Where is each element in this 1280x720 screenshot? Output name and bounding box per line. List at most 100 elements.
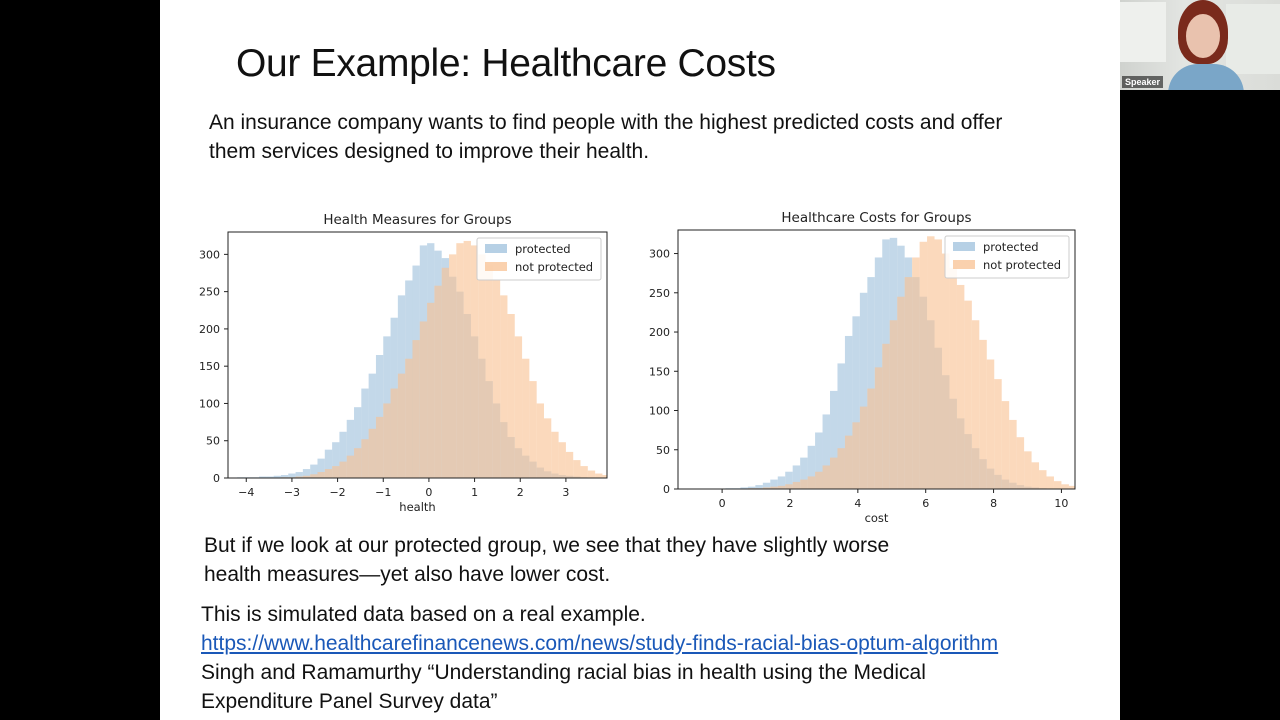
histogram-bar-not-protected bbox=[815, 471, 823, 489]
histogram-bar-not-protected bbox=[949, 267, 957, 489]
histogram-bar-not-protected bbox=[478, 254, 486, 478]
histogram-bar-not-protected bbox=[492, 280, 501, 478]
histogram-bar-not-protected bbox=[470, 245, 479, 478]
histogram-bar-not-protected bbox=[777, 485, 786, 489]
histogram-bar-not-protected bbox=[419, 321, 428, 478]
source-link[interactable]: https://www.healthcarefinancenews.com/ne… bbox=[201, 632, 999, 655]
histogram-bar-not-protected bbox=[463, 240, 471, 478]
left-letterbox bbox=[0, 0, 160, 720]
histogram-bar-not-protected bbox=[595, 473, 603, 478]
histogram-bar-not-protected bbox=[346, 455, 355, 478]
histogram-bar-protected bbox=[755, 485, 763, 489]
histogram-bar-not-protected bbox=[390, 388, 398, 478]
histogram-bar-protected bbox=[747, 486, 756, 489]
histogram-bar-protected bbox=[317, 458, 325, 478]
histogram-bar-not-protected bbox=[500, 295, 508, 478]
y-tick-label: 0 bbox=[663, 483, 670, 496]
histogram-bar-not-protected bbox=[882, 343, 890, 489]
histogram-bar-protected bbox=[762, 482, 771, 489]
x-tick-label: −1 bbox=[375, 486, 391, 499]
speaker-video-thumbnail[interactable]: Speaker bbox=[1120, 0, 1280, 90]
chart-title: Health Measures for Groups bbox=[323, 212, 511, 228]
histogram-bar-not-protected bbox=[361, 439, 369, 478]
y-tick-label: 50 bbox=[656, 444, 670, 457]
y-tick-label: 100 bbox=[649, 405, 670, 418]
histogram-bar-protected bbox=[770, 479, 778, 489]
histogram-bar-not-protected bbox=[543, 418, 552, 478]
histogram-bar-not-protected bbox=[889, 320, 898, 489]
histogram-bar-not-protected bbox=[573, 460, 581, 478]
histogram-bar-protected bbox=[800, 457, 808, 489]
histogram-bar-not-protected bbox=[580, 466, 588, 478]
histogram-bar-protected bbox=[280, 475, 289, 478]
histogram-bar-not-protected bbox=[434, 285, 442, 478]
histogram-bar-not-protected bbox=[1046, 476, 1054, 489]
cost-histogram: Healthcare Costs for Groups 0 50 100 150 200 2… bbox=[638, 200, 1088, 530]
y-tick-label: 300 bbox=[199, 248, 220, 261]
histogram-bar-not-protected bbox=[897, 296, 905, 489]
histogram-bar-not-protected bbox=[1016, 437, 1025, 489]
histogram-bar-not-protected bbox=[874, 367, 883, 489]
histogram-bar-protected bbox=[867, 277, 875, 489]
histogram-bar-not-protected bbox=[1068, 485, 1075, 489]
histogram-bar-not-protected bbox=[405, 358, 413, 478]
cost-histogram-svg: Healthcare Costs for Groups0501001502002… bbox=[649, 210, 1076, 525]
histogram-bar-protected bbox=[310, 464, 318, 478]
intro-text: An insurance company wants to find peopl… bbox=[209, 108, 1002, 166]
y-tick-label: 0 bbox=[213, 472, 220, 485]
histogram-bar-not-protected bbox=[785, 484, 793, 489]
x-axis-label: cost bbox=[865, 511, 889, 525]
histogram-bar-not-protected bbox=[310, 474, 318, 478]
health-histogram: Health Measures for Groups 0 50 100 150 200 25… bbox=[188, 200, 628, 530]
intro-line-1: An insurance company wants to find peopl… bbox=[209, 111, 1003, 134]
x-tick-label: −3 bbox=[284, 486, 300, 499]
x-tick-label: 2 bbox=[517, 486, 524, 499]
histogram-bar-not-protected bbox=[514, 336, 523, 478]
histogram-bar-protected bbox=[807, 445, 816, 489]
plot-frame bbox=[677, 229, 1076, 490]
histogram-bar-not-protected bbox=[536, 403, 544, 478]
whiteboard bbox=[1226, 4, 1280, 74]
histogram-bar-protected bbox=[288, 473, 296, 478]
health-histogram-svg: Health Measures for Groups 0 50 100 150 200 25… bbox=[199, 212, 608, 514]
legend-box bbox=[476, 237, 602, 281]
finding-line-2: health measures—yet also have lower cost… bbox=[204, 563, 611, 586]
histogram-bar-not-protected bbox=[800, 479, 808, 489]
histogram-bar-not-protected bbox=[441, 267, 450, 478]
y-tick-label: 150 bbox=[199, 360, 220, 373]
finding-line-1: But if we look at our protected group, w… bbox=[204, 534, 890, 557]
legend-label: protected bbox=[983, 240, 1039, 254]
histogram-bar-protected bbox=[295, 472, 303, 478]
histogram-bar-protected bbox=[792, 465, 801, 489]
histogram-bar-not-protected bbox=[565, 451, 574, 478]
histogram-bar-not-protected bbox=[324, 469, 333, 478]
histogram-bar-protected bbox=[346, 419, 355, 478]
histogram-bar-protected bbox=[822, 414, 831, 489]
x-tick-label: 3 bbox=[562, 486, 569, 499]
x-tick-label: 6 bbox=[922, 497, 929, 510]
x-tick-label: 0 bbox=[719, 497, 726, 510]
histogram-bar-not-protected bbox=[1031, 462, 1040, 489]
histogram-bar-not-protected bbox=[302, 475, 311, 478]
citation-line-2: Expenditure Panel Survey data” bbox=[201, 690, 498, 713]
histogram-bar-not-protected bbox=[941, 253, 950, 489]
histogram-bar-protected bbox=[368, 373, 376, 478]
y-tick-label: 150 bbox=[649, 365, 670, 378]
histogram-bar-protected bbox=[259, 476, 267, 478]
histogram-bar-protected bbox=[852, 316, 860, 489]
x-tick-label: 8 bbox=[990, 497, 997, 510]
histogram-bar-not-protected bbox=[867, 388, 875, 489]
x-tick-label: −4 bbox=[238, 486, 254, 499]
histogram-bar-not-protected bbox=[339, 461, 347, 478]
histogram-bar-not-protected bbox=[1001, 401, 1010, 489]
x-tick-label: −2 bbox=[329, 486, 345, 499]
histogram-bar-not-protected bbox=[522, 358, 530, 478]
histogram-bar-protected bbox=[302, 469, 311, 478]
finding-text: But if we look at our protected group, w… bbox=[204, 531, 889, 589]
histogram-bar-protected bbox=[815, 432, 823, 489]
histogram-bar-not-protected bbox=[332, 466, 340, 478]
legend-swatch bbox=[953, 260, 975, 269]
histogram-bar-not-protected bbox=[354, 448, 362, 478]
histogram-bar-not-protected bbox=[1061, 484, 1069, 489]
histogram-bar-not-protected bbox=[971, 320, 980, 489]
